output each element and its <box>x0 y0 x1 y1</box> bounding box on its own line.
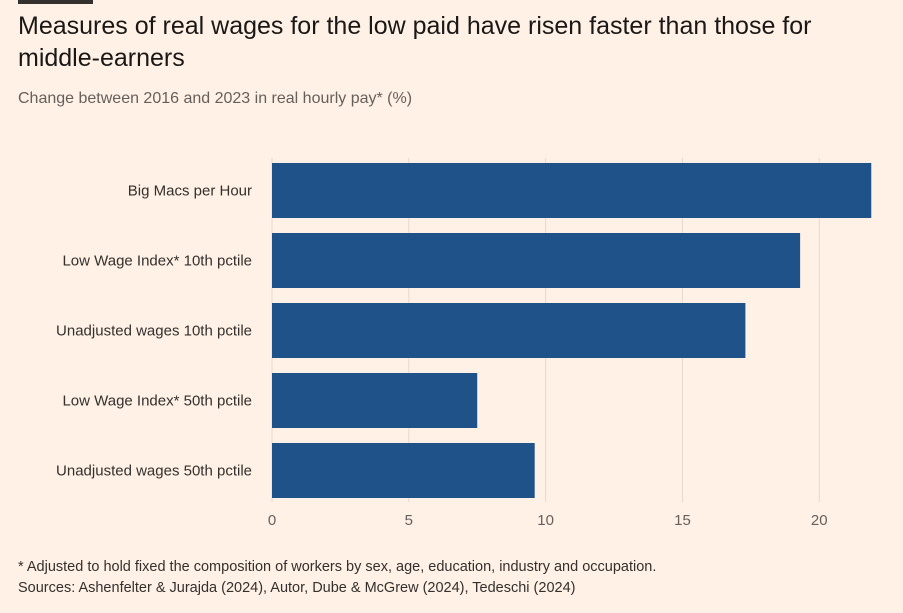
x-tick-label-10: 10 <box>537 512 554 529</box>
chart-title: Measures of real wages for the low paid … <box>18 12 812 72</box>
category-labels: Big Macs per Hour Low Wage Index* 10th pc… <box>56 183 252 480</box>
x-tick-label-0: 0 <box>268 512 276 529</box>
category-label-1: Big Macs per Hour <box>128 183 252 200</box>
footnote-block: * Adjusted to hold fixed the composition… <box>18 557 656 599</box>
x-axis-ticks: 0 5 10 15 20 <box>268 512 828 529</box>
x-tick-label-15: 15 <box>674 512 691 529</box>
category-label-5: Unadjusted wages 50th pctile <box>56 463 252 480</box>
bar-1 <box>272 163 872 218</box>
brand-bar <box>18 0 93 4</box>
category-label-2: Low Wage Index* 10th pctile <box>62 253 252 270</box>
bars <box>272 163 872 498</box>
footnote-text: * Adjusted to hold fixed the composition… <box>18 559 657 575</box>
bar-5 <box>272 443 535 498</box>
bar-3 <box>272 303 746 358</box>
category-label-3: Unadjusted wages 10th pctile <box>56 323 252 340</box>
bar-2 <box>272 233 801 288</box>
sources-text: Sources: Ashenfelter & Jurajda (2024), A… <box>18 580 576 596</box>
bar-chart: Big Macs per Hour Low Wage Index* 10th pc… <box>56 158 872 529</box>
chart-subtitle: Change between 2016 and 2023 in real hou… <box>18 90 413 107</box>
x-tick-label-20: 20 <box>811 512 828 529</box>
bar-4 <box>272 373 478 428</box>
category-label-4: Low Wage Index* 50th pctile <box>62 393 252 410</box>
x-tick-label-5: 5 <box>405 512 413 529</box>
